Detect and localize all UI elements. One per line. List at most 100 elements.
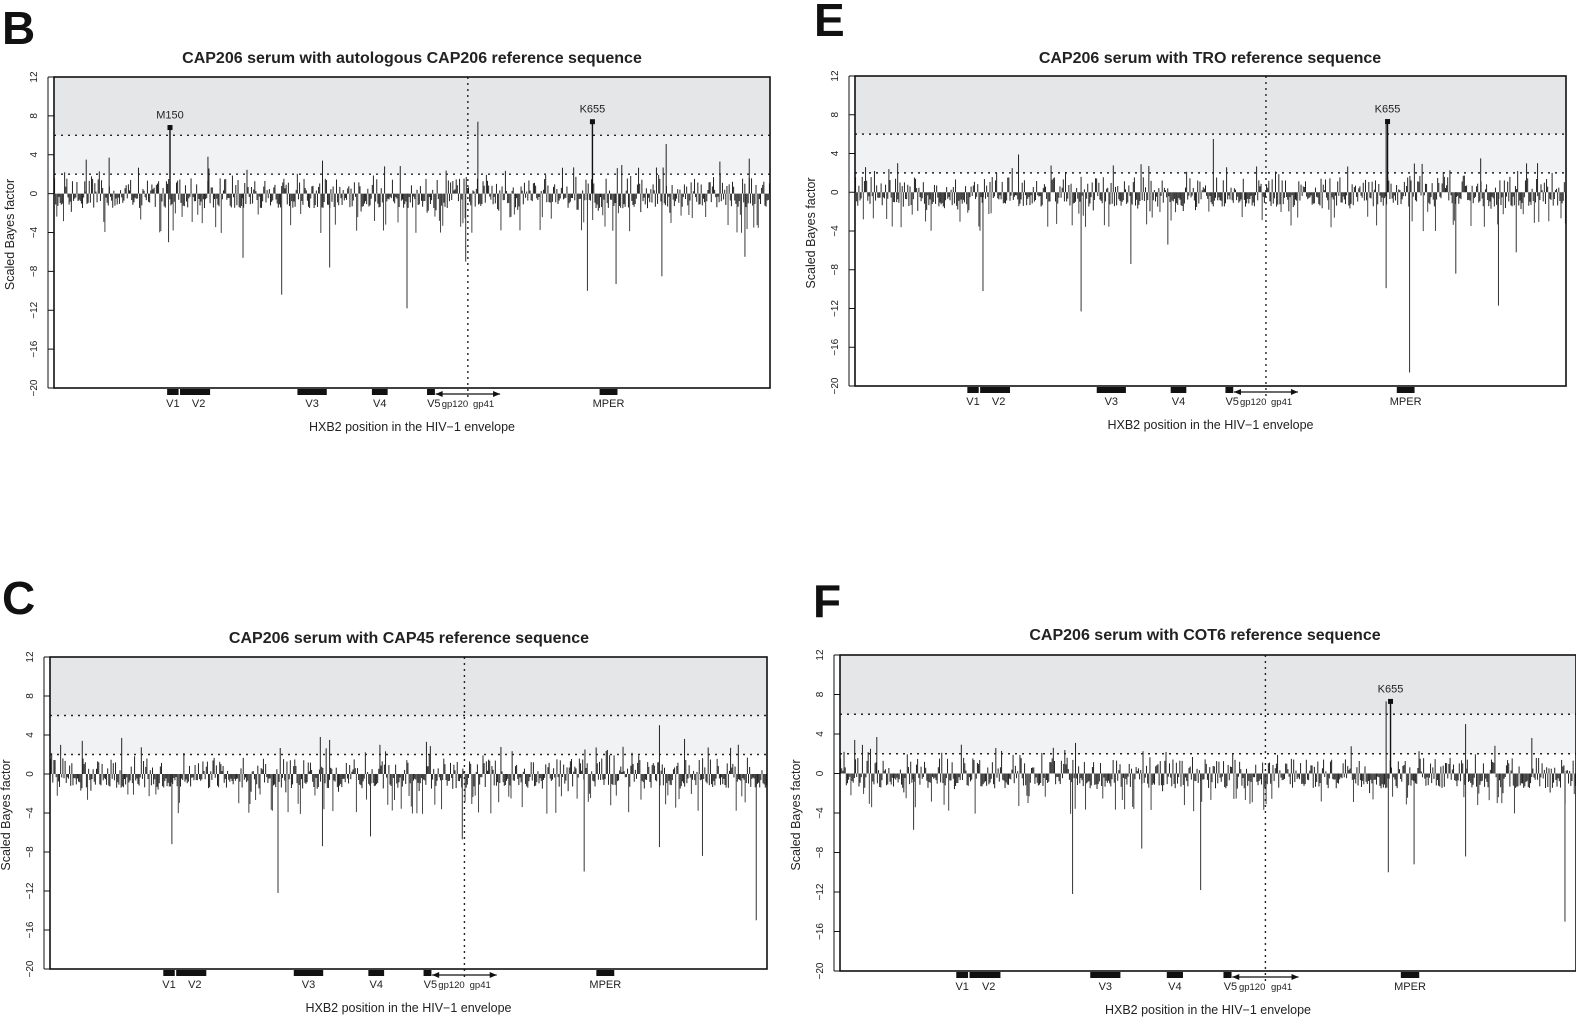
y-tick-label: −16 [29,340,40,357]
panel-letter: B [2,2,35,54]
region-block [167,389,179,395]
y-tick-label: 12 [25,651,36,663]
panel-f: F CAP206 serum with COT6 reference sequen… [789,575,1576,1017]
y-tick-label: −8 [830,264,841,276]
panel-c: C CAP206 serum with CAP45 reference seque… [0,572,768,1015]
region-label: V2 [192,398,205,410]
y-tick-label: −12 [830,300,841,317]
gp-arrow-head-right [489,972,497,978]
region-label: V5 [424,979,437,991]
region-label: V5 [1225,396,1238,408]
annotation-label: M150 [156,110,184,122]
x-axis-label: HXB2 position in the HIV−1 envelope [309,420,515,434]
y-axis-label: Scaled Bayes factor [0,759,13,870]
y-tick-label: −4 [830,225,841,237]
bar-series [855,121,1566,373]
region-label: MPER [1394,981,1426,993]
gp-arrow-head-right [1291,974,1299,980]
y-tick-label: −20 [25,960,36,977]
region-block [1225,387,1234,393]
region-label: V2 [188,979,201,991]
gp41-label: gp41 [473,399,494,410]
y-tick-label: 8 [830,112,841,118]
x-axis-label: HXB2 position in the HIV−1 envelope [1105,1003,1311,1017]
panel-letter: C [2,572,35,624]
region-label: MPER [1390,396,1422,408]
region-block [293,970,324,976]
gp-arrow-head-left [435,391,443,397]
strong-evidence-band [54,77,770,136]
positive-evidence-band [54,135,770,175]
region-label: MPER [593,398,625,410]
y-tick-label: −12 [29,301,40,318]
y-tick-label: 8 [815,691,826,697]
region-label: V1 [166,398,179,410]
y-tick-label: −8 [25,846,36,858]
y-tick-label: 0 [25,771,36,777]
y-tick-label: 4 [29,152,40,158]
positive-evidence-band [855,134,1566,173]
y-tick-label: −16 [830,338,841,355]
region-label: V4 [1172,396,1185,408]
y-tick-label: 12 [29,71,40,83]
gp41-label: gp41 [1271,397,1292,408]
region-label: V4 [1168,981,1181,993]
region-block [1400,972,1420,978]
gp-arrow-head-left [1233,389,1241,395]
region-label: V4 [373,398,386,410]
region-block [297,389,327,395]
x-axis-label: HXB2 position in the HIV−1 envelope [305,1001,511,1015]
region-label: V2 [992,396,1005,408]
region-label: V5 [427,398,440,410]
region-block [1170,387,1187,393]
region-label: V3 [302,979,315,991]
y-tick-label: 0 [29,190,40,196]
y-tick-label: −8 [815,846,826,858]
region-label: V1 [955,981,968,993]
annotation-marker [589,119,595,125]
gp41-label: gp41 [1271,982,1292,993]
gp120-label: gp120 [442,399,468,410]
panel-e: E CAP206 serum with TRO reference sequenc… [804,0,1567,432]
chart-title: CAP206 serum with TRO reference sequence [1039,50,1381,67]
region-block [427,389,435,395]
bar-series [54,121,770,309]
panel-letter: E [814,0,845,46]
positive-evidence-band [840,714,1576,754]
region-block [980,387,1010,393]
strong-evidence-band [855,76,1566,135]
gp120-label: gp120 [1239,982,1265,993]
region-label: V3 [1099,981,1112,993]
region-label: V2 [982,981,995,993]
gp-arrow-head-left [1232,974,1240,980]
gp120-label: gp120 [438,980,464,991]
y-tick-label: −8 [29,265,40,277]
region-block [368,970,385,976]
region-block [1096,387,1126,393]
y-axis-label: Scaled Bayes factor [804,177,818,288]
gp-arrow-head-right [493,391,501,397]
y-tick-label: −20 [815,962,826,979]
y-tick-label: −4 [815,807,826,819]
region-block [599,389,618,395]
region-block [967,387,979,393]
gp41-label: gp41 [470,980,491,991]
region-block [371,389,388,395]
region-block [180,389,211,395]
y-tick-label: 4 [25,732,36,738]
region-block [176,970,207,976]
positive-evidence-band [50,715,767,755]
region-block [956,972,969,978]
region-block [1223,972,1232,978]
region-block [1090,972,1121,978]
region-block [1166,972,1183,978]
annotation-marker [1385,119,1391,125]
region-label: V1 [162,979,175,991]
y-tick-label: −16 [815,923,826,940]
y-tick-label: 12 [815,649,826,661]
y-tick-label: 4 [815,731,826,737]
y-tick-label: 4 [830,150,841,156]
strong-evidence-band [840,655,1576,715]
y-tick-label: 8 [29,113,40,119]
region-block [596,970,615,976]
